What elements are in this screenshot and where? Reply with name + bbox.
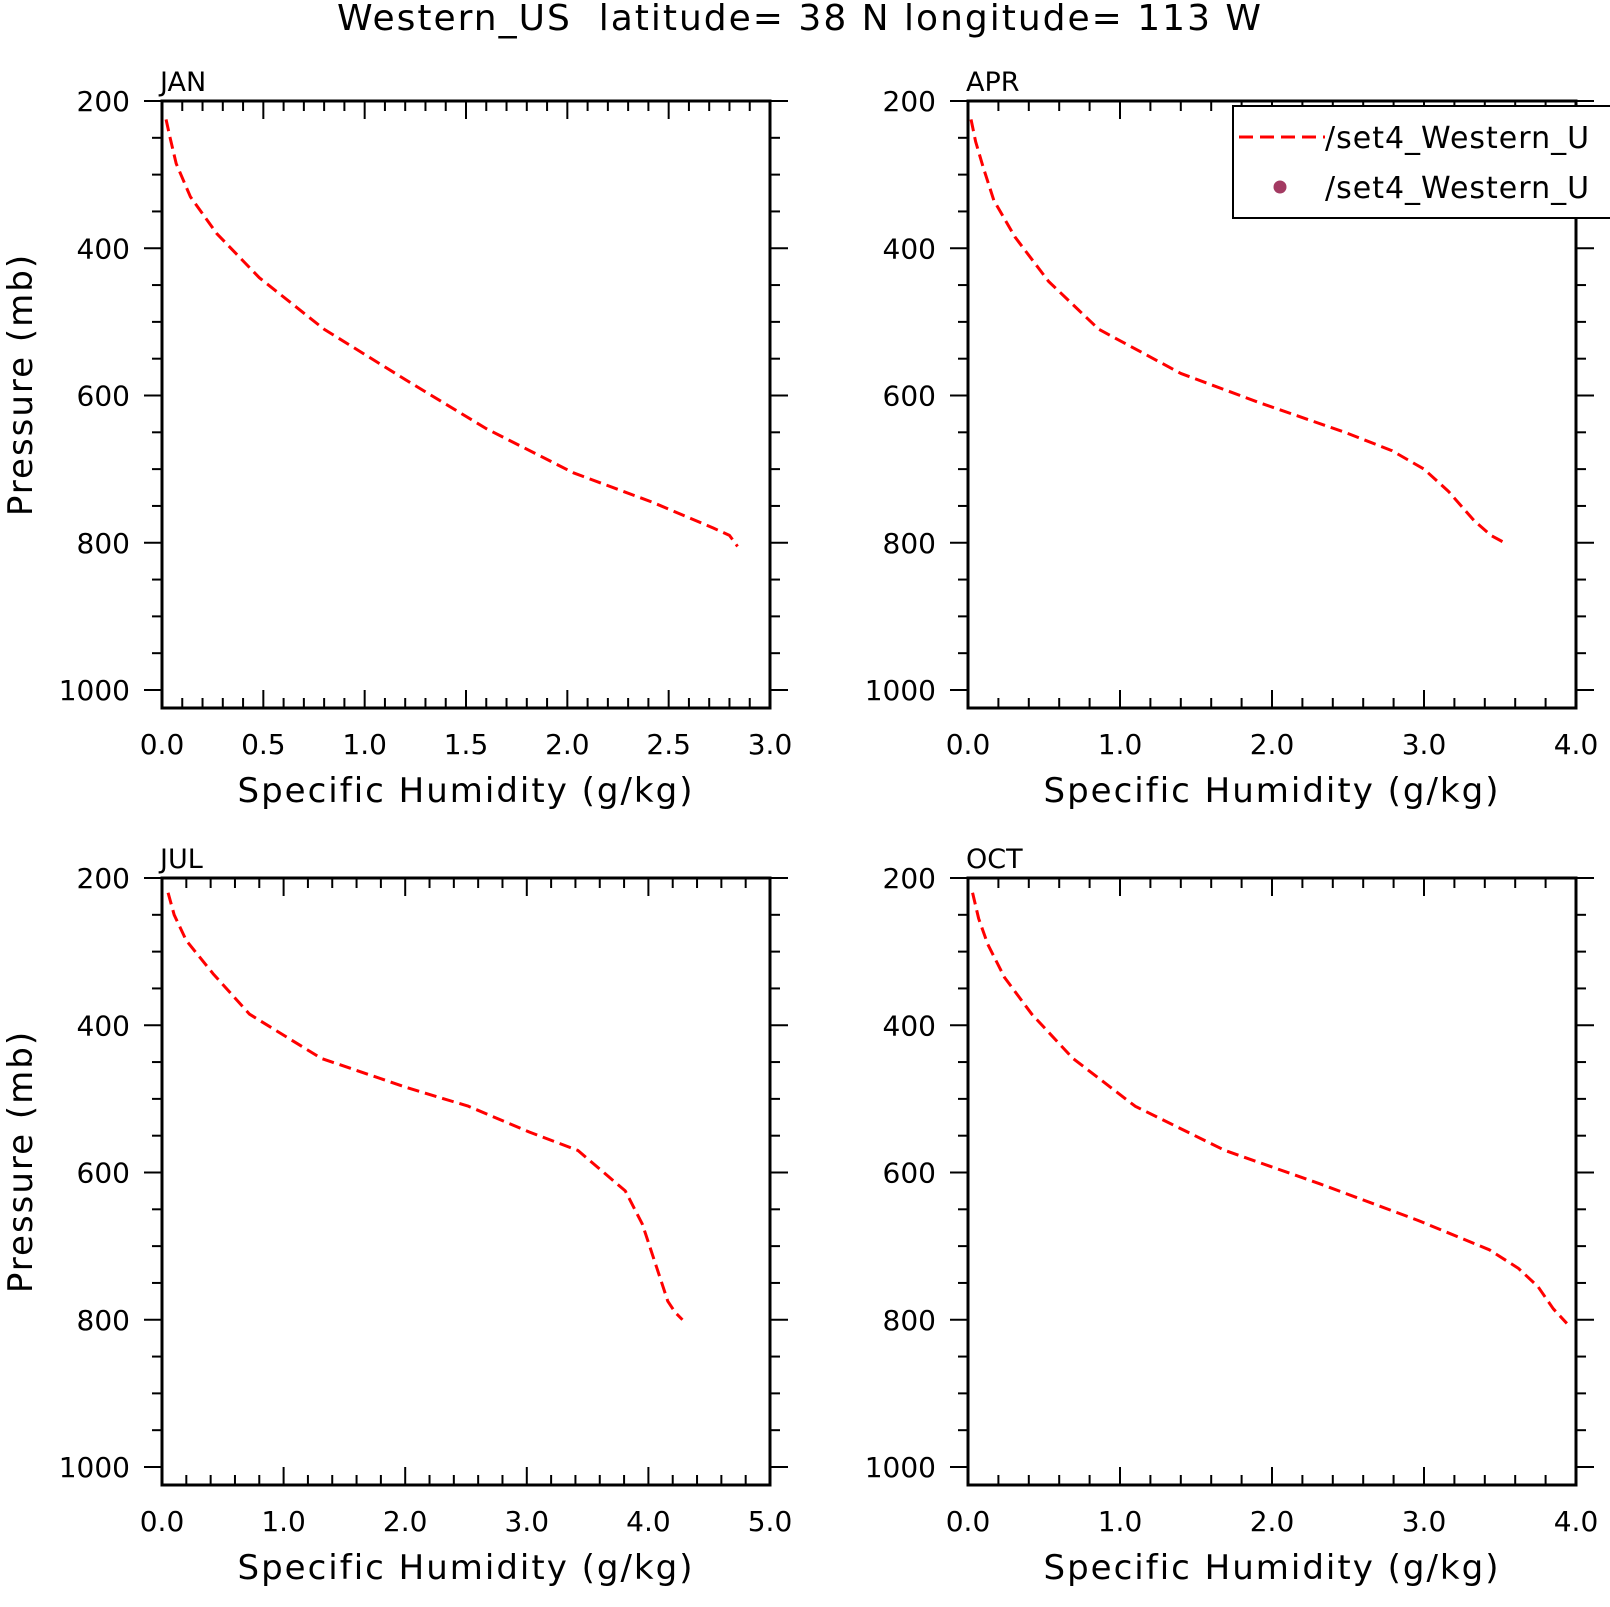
- x-tick-label: 2.0: [1250, 728, 1295, 761]
- series-line: [969, 119, 1506, 545]
- y-tick-label: 400: [883, 1009, 936, 1042]
- x-tick-label: 4.0: [1554, 728, 1599, 761]
- y-tick-label: 800: [77, 527, 130, 560]
- series-line: [164, 119, 739, 548]
- y-tick-label: 400: [883, 232, 936, 265]
- x-tick-label: 0.0: [140, 1505, 185, 1538]
- x-tick-label: 3.0: [505, 1505, 550, 1538]
- y-axis-title: Pressure (mb): [1, 1030, 41, 1293]
- y-tick-label: 200: [77, 862, 130, 895]
- y-tick-label: 800: [883, 527, 936, 560]
- panel-apr: 0.0 1.0 2.0 3.0 4.0 200 400 600 800 1000 APR Specif…: [865, 67, 1599, 811]
- x-tick-label: 3.0: [1402, 1505, 1447, 1538]
- legend-entry-label: /set4_Western_U: [1325, 121, 1590, 156]
- x-tick-label: 1.0: [342, 728, 387, 761]
- plot-frame: [160, 876, 772, 1487]
- legend-box: [1232, 105, 1610, 219]
- x-tick-label: 2.0: [545, 728, 590, 761]
- y-tick-label: 800: [77, 1304, 130, 1337]
- x-tick-label: 3.0: [748, 728, 793, 761]
- x-tick-label: 5.0: [748, 1505, 793, 1538]
- y-tick-label: 1000: [865, 674, 936, 707]
- y-tick-label: 600: [77, 380, 130, 413]
- series-line: [971, 892, 1568, 1325]
- y-tick-label: 400: [77, 1009, 130, 1042]
- panel-oct: 0.0 1.0 2.0 3.0 4.0 200 400 600 800 1000 OCT Specif…: [865, 844, 1599, 1588]
- x-tick-label: 2.5: [646, 728, 691, 761]
- legend-entry-label: /set4_Western_U: [1325, 171, 1590, 206]
- x-axis-title: Specific Humidity (g/kg): [238, 1548, 695, 1588]
- x-tick-label: 1.0: [1098, 728, 1143, 761]
- y-tick-label: 400: [77, 232, 130, 265]
- x-axis-title: Specific Humidity (g/kg): [1044, 771, 1501, 811]
- plot-frame: [966, 876, 1578, 1487]
- x-tick-label: 4.0: [1554, 1505, 1599, 1538]
- panel-label: APR: [966, 67, 1020, 98]
- x-axis-title: Specific Humidity (g/kg): [238, 771, 695, 811]
- x-tick-label: 3.0: [1402, 728, 1447, 761]
- x-tick-label: 0.0: [946, 1505, 991, 1538]
- y-tick-label: 600: [77, 1157, 130, 1190]
- y-tick-label: 200: [77, 85, 130, 118]
- x-tick-label: 2.0: [1250, 1505, 1295, 1538]
- panel-jul: 0.0 1.0 2.0 3.0 4.0 5.0 200 400 600 800 1000 JUL Spe…: [1, 844, 792, 1588]
- panel-jan: 0.0 0.5 1.0 1.5 2.0 2.5 3.0 200 400 600 800 1000 JAN…: [1, 67, 792, 811]
- series-line: [166, 892, 684, 1321]
- x-tick-label: 1.5: [444, 728, 489, 761]
- x-tick-label: 1.0: [261, 1505, 306, 1538]
- x-axis-title: Specific Humidity (g/kg): [1044, 1548, 1501, 1588]
- x-tick-label: 1.0: [1098, 1505, 1143, 1538]
- y-tick-label: 200: [883, 85, 936, 118]
- legend: /set4_Western_U /set4_Western_U: [1232, 105, 1610, 219]
- panels: 0.0 0.5 1.0 1.5 2.0 2.5 3.0 200 400 600 800 1000 JAN…: [1, 67, 1598, 1588]
- y-tick-label: 1000: [59, 1451, 130, 1484]
- y-tick-label: 1000: [865, 1451, 936, 1484]
- y-tick-label: 200: [883, 862, 936, 895]
- y-axis-title: Pressure (mb): [1, 253, 41, 516]
- y-tick-label: 600: [883, 380, 936, 413]
- y-tick-label: 1000: [59, 674, 130, 707]
- x-tick-label: 0.0: [140, 728, 185, 761]
- panel-label: JUL: [158, 844, 203, 875]
- x-tick-label: 0.5: [241, 728, 286, 761]
- x-tick-label: 4.0: [626, 1505, 671, 1538]
- plot-frame: [160, 99, 772, 710]
- y-tick-label: 600: [883, 1157, 936, 1190]
- y-tick-label: 800: [883, 1304, 936, 1337]
- legend-marker-swatch: [1273, 180, 1287, 194]
- panel-label: JAN: [158, 67, 206, 98]
- x-tick-label: 2.0: [383, 1505, 428, 1538]
- figure-title: Western_US latitude= 38 N longitude= 113…: [337, 0, 1263, 39]
- x-tick-label: 0.0: [946, 728, 991, 761]
- panel-label: OCT: [966, 844, 1023, 875]
